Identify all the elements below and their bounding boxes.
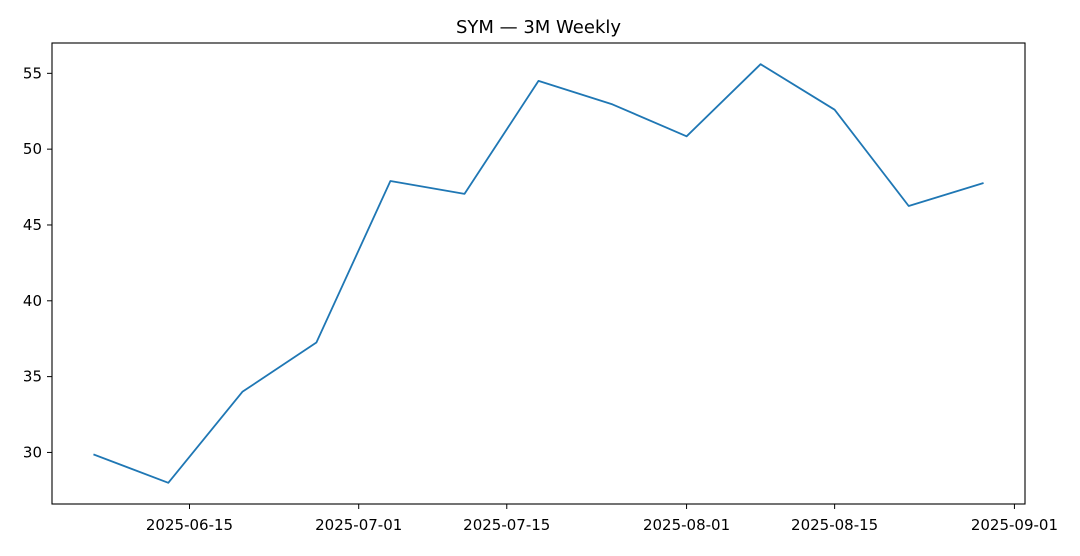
- chart-title: SYM — 3M Weekly: [456, 17, 621, 38]
- x-tick-label: 2025-07-01: [315, 516, 402, 534]
- x-tick-label: 2025-08-01: [643, 516, 730, 534]
- y-tick-label: 30: [23, 443, 42, 461]
- x-tick-label: 2025-09-01: [971, 516, 1058, 534]
- series-line: [94, 64, 982, 483]
- axis-ticks: 2025-06-15 2025-07-01 2025-07-15 2025-08-01…: [23, 64, 1058, 534]
- x-tick-label: 2025-08-15: [791, 516, 878, 534]
- plot-frame: [52, 43, 1025, 504]
- x-tick-label: 2025-07-15: [463, 516, 550, 534]
- y-tick-label: 40: [23, 292, 42, 310]
- x-tick-label: 2025-06-15: [146, 516, 233, 534]
- y-tick-label: 55: [23, 64, 42, 82]
- y-tick-label: 45: [23, 216, 42, 234]
- y-tick-label: 35: [23, 368, 42, 386]
- y-tick-label: 50: [23, 140, 42, 158]
- series-layer: [94, 64, 982, 483]
